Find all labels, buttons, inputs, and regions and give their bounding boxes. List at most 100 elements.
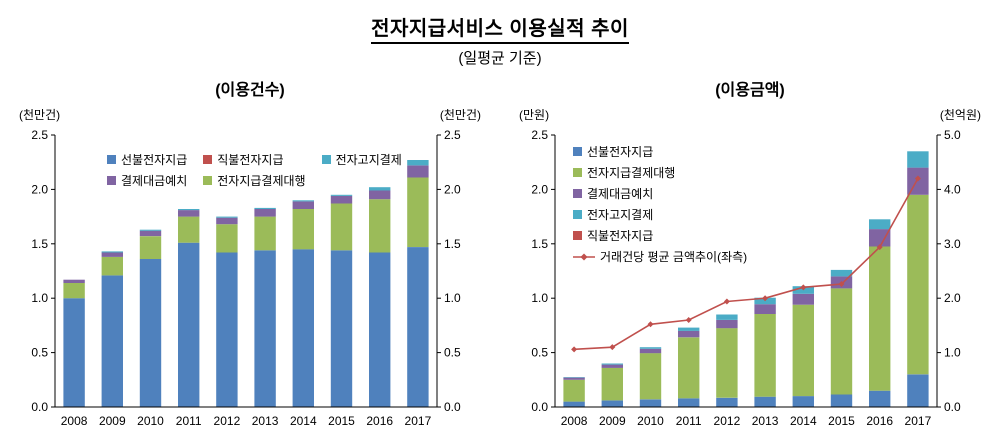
- bar-segment: [254, 250, 276, 407]
- bar-segment: [369, 252, 391, 407]
- legend-swatch: [107, 155, 116, 164]
- bar-segment: [292, 200, 314, 202]
- bar-segment: [792, 293, 814, 305]
- legend-label: 직불전자지급: [217, 153, 284, 167]
- left-tick-label: 0.0: [531, 400, 548, 414]
- left-tick-label: 1.5: [31, 237, 48, 251]
- legend-label: 직불전자지급: [587, 229, 654, 243]
- bar-segment: [907, 194, 929, 375]
- legend-swatch: [203, 155, 213, 164]
- right-axis-unit: (천억원): [939, 108, 981, 122]
- legend-item: 직불전자지급: [203, 151, 305, 168]
- axes: [54, 135, 438, 408]
- bar-segment: [139, 230, 162, 237]
- x-tick-label: 2008: [561, 414, 588, 428]
- charts-row: (이용건수) (천만건) (천만건) 0.0 0.5 1.0 1.5 2.0 2.5 0.0…: [0, 76, 1000, 440]
- bar-segment: [101, 251, 123, 253]
- bar-segment: [563, 377, 585, 378]
- x-tick-label: 2009: [599, 414, 626, 428]
- legend-line-swatch: [573, 253, 595, 260]
- bar-segment: [639, 353, 662, 400]
- bar-segment: [254, 207, 276, 209]
- right-tick-label: 5.0: [944, 128, 961, 142]
- bar-segment: [216, 217, 238, 225]
- bar-segment: [678, 337, 700, 399]
- bar-segment: [601, 363, 623, 365]
- left-tick-label: 1.5: [531, 237, 548, 251]
- bar-segment: [716, 314, 738, 320]
- bar-segment: [216, 224, 238, 253]
- bar-segment: [601, 400, 623, 407]
- right-tick-label: 2.0: [944, 291, 961, 305]
- bar-segment: [292, 201, 314, 209]
- x-tick-label: 2017: [405, 414, 432, 428]
- bar-segment: [330, 250, 353, 407]
- x-tick-label: 2011: [676, 414, 702, 428]
- left-tick-label: 2.0: [31, 182, 48, 196]
- bar-segment: [869, 390, 891, 407]
- left-tick-label: 2.5: [31, 128, 48, 142]
- x-tick-label: 2010: [137, 414, 164, 428]
- legend-label: 결제대금예치: [587, 187, 654, 201]
- x-tick-label: 2009: [99, 414, 126, 428]
- right-tick-label: 2.0: [444, 182, 461, 196]
- x-tick-label: 2012: [214, 414, 241, 428]
- line-marker: [762, 295, 769, 302]
- bar-segment: [369, 190, 391, 200]
- bar-segment: [907, 374, 929, 407]
- line-marker: [685, 316, 692, 323]
- axes: [554, 135, 938, 408]
- bar-segment: [369, 187, 391, 191]
- x-tick-label: 2010: [637, 414, 664, 428]
- right-tick-label: 2.5: [444, 128, 461, 142]
- x-tick-label: 2014: [790, 414, 817, 428]
- bar-segment: [178, 209, 200, 211]
- bar-segment: [830, 288, 853, 395]
- line-marker: [609, 344, 616, 351]
- bar-segment: [101, 275, 123, 407]
- bar-segment: [178, 242, 200, 407]
- trend-line: [574, 178, 919, 351]
- legend-label: 선불전자지급: [121, 153, 188, 167]
- stacked-bar-line-chart-amount: 0.0 0.5 1.0 1.5 2.0 2.5 0.0 1.0 2.0 3.0 4.0 5.0 2008…: [531, 128, 961, 428]
- right-tick-label: 0.0: [444, 400, 461, 414]
- legend-item: 직불전자지급: [573, 227, 747, 244]
- bar-segment: [330, 195, 353, 204]
- left-tick-label: 1.0: [31, 291, 48, 305]
- bar-segment: [254, 209, 276, 217]
- legend-swatch: [573, 210, 582, 219]
- chart-area-count: 0.0 0.5 1.0 1.5 2.0 2.5 0.0 0.5 1.0 1.5 2.0 2.5 2008…: [11, 125, 489, 440]
- x-tick-label: 2017: [905, 414, 932, 428]
- bar-segment: [754, 396, 776, 407]
- legend-item: 전자고지결제: [321, 151, 402, 168]
- legend-label: 전자지급결제대행: [587, 166, 676, 180]
- tick-labels: 0.0 0.5 1.0 1.5 2.0 2.5 0.0 1.0 2.0 3.0 4.0 5.0 2008…: [531, 128, 961, 428]
- line-marker: [876, 244, 883, 251]
- bar-segment: [63, 279, 85, 283]
- legend-label: 결제대금예치: [121, 174, 188, 188]
- left-tick-label: 2.0: [531, 182, 548, 196]
- right-tick-label: 4.0: [944, 182, 961, 196]
- x-tick-label: 2013: [752, 414, 779, 428]
- legend-label: 거래건당 평균 금액추이(좌측): [600, 250, 748, 264]
- legend-item: 거래건당 평균 금액추이(좌측): [573, 248, 747, 265]
- legend-label: 전자지급결제대행: [217, 174, 306, 188]
- bar-segment: [216, 252, 238, 407]
- legend-swatch: [203, 176, 213, 185]
- legend-swatch: [573, 168, 582, 177]
- bar-segment: [830, 269, 853, 277]
- figure-header: 전자지급서비스 이용실적 추이 (일평균 기준): [0, 0, 1000, 68]
- bar-segment: [178, 216, 200, 243]
- bar-segment: [907, 151, 929, 168]
- bar-segment: [830, 394, 853, 407]
- bar-segment: [869, 219, 891, 230]
- bar-segment: [563, 379, 585, 402]
- bar-segment: [254, 216, 276, 251]
- bar-segment: [792, 396, 814, 407]
- legend-item: 결제대금예치: [573, 185, 747, 202]
- left-axis-unit: (천만건): [19, 108, 61, 122]
- right-tick-label: 1.0: [944, 346, 961, 360]
- right-tick-label: 0.5: [444, 346, 461, 360]
- legend-label: 선불전자지급: [587, 145, 654, 159]
